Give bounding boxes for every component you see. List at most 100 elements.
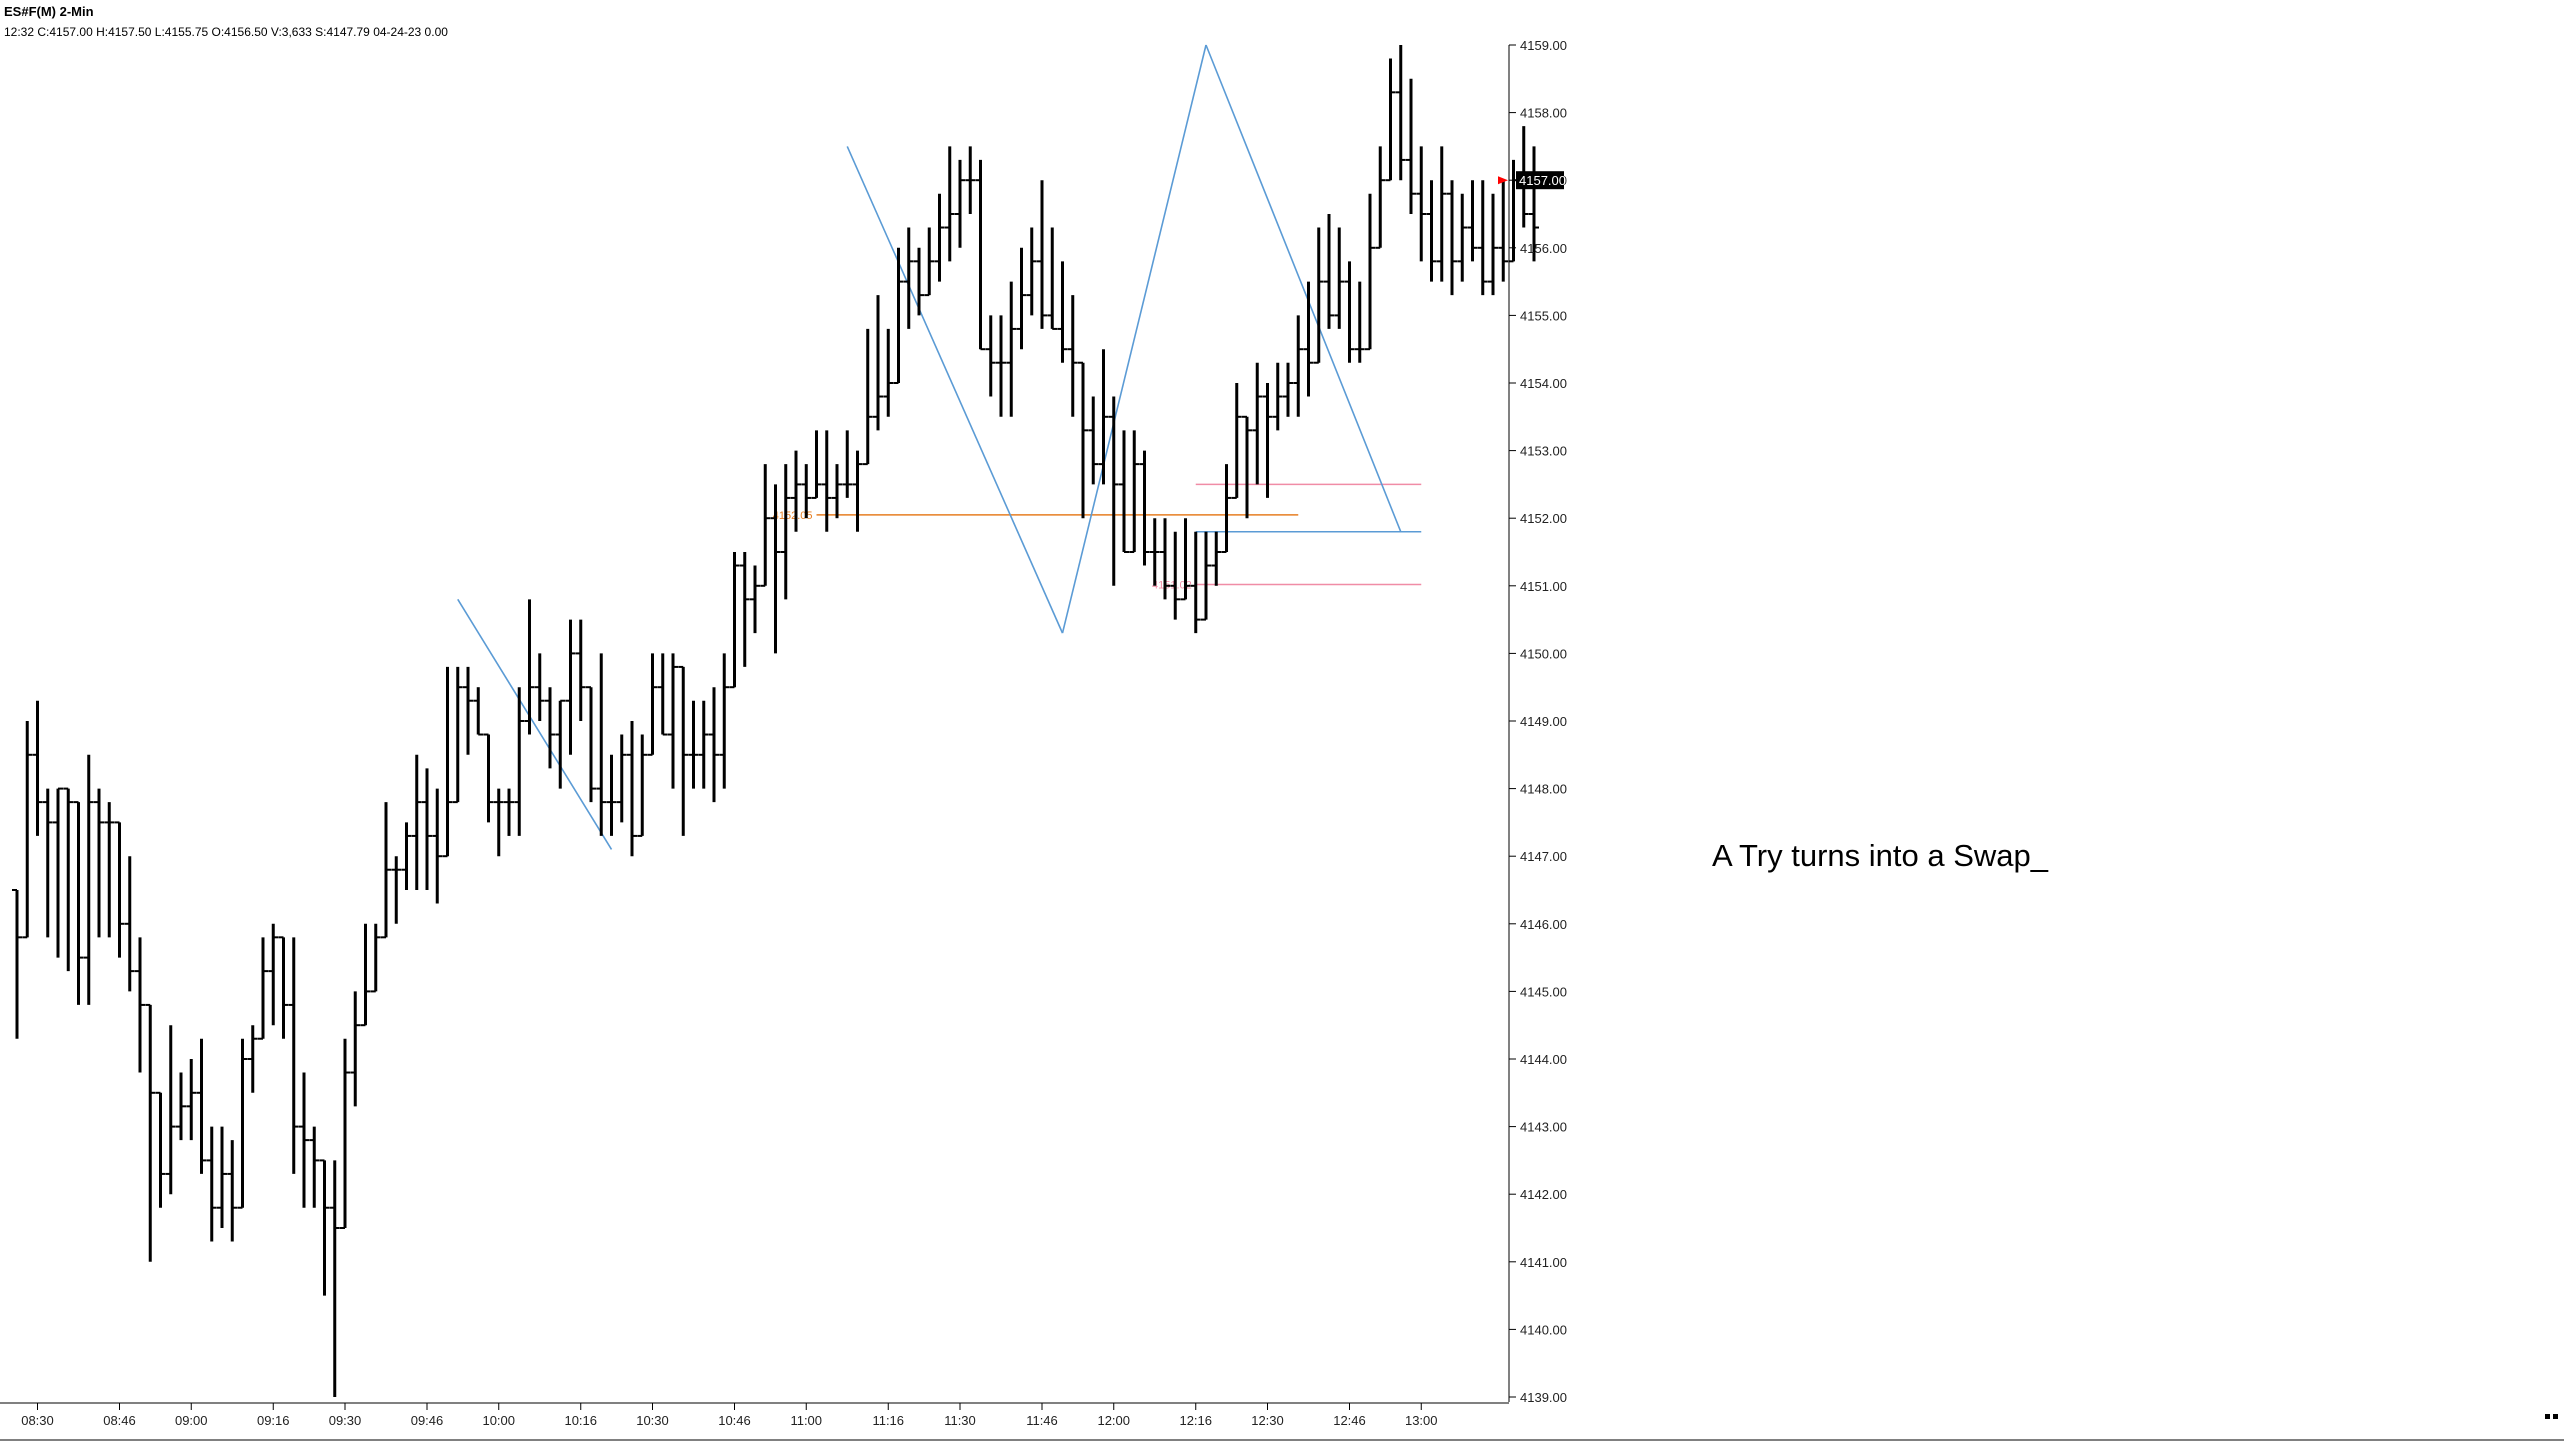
ohlc-bar: [1252, 362, 1263, 485]
corner-square-icon: [2545, 1414, 2550, 1419]
ohlc-bar: [606, 754, 617, 836]
time-tick-label: 10:00: [482, 1413, 515, 1428]
ohlc-bar: [483, 733, 494, 823]
time-tick-label: 12:16: [1179, 1413, 1212, 1428]
ohlc-bar: [862, 328, 873, 466]
ohlc-bar: [381, 802, 391, 939]
price-tick-label: 4141.00: [1520, 1255, 1567, 1270]
ohlc-bar: [1365, 193, 1375, 351]
ohlc-bar: [545, 687, 555, 769]
ohlc-bar: [1119, 430, 1129, 553]
ohlc-bar: [575, 619, 586, 721]
ohlc-bar: [668, 653, 678, 789]
ohlc-bar: [247, 1025, 258, 1093]
ohlc-bar: [104, 802, 115, 938]
ohlc-bar: [176, 1072, 186, 1141]
ohlc-bar: [760, 464, 771, 587]
ohlc-info: 12:32 C:4157.00 H:4157.50 L:4155.75 O:41…: [4, 25, 448, 39]
ohlc-bar: [473, 687, 484, 736]
ohlc-bar: [709, 687, 719, 803]
ohlc-bar: [1303, 281, 1314, 397]
ohlc-bar: [1190, 531, 1201, 634]
ohlc-bar: [1221, 464, 1232, 553]
ohlc-bar: [411, 754, 422, 890]
time-tick-label: 11:46: [1026, 1413, 1058, 1428]
ohlc-bar: [780, 464, 791, 600]
ohlc-bar: [42, 788, 53, 938]
ohlc-bar: [504, 788, 514, 836]
ohlc-bar: [319, 1159, 330, 1296]
ohlc-bar: [1037, 180, 1047, 329]
ohlc-bar: [309, 1126, 320, 1208]
time-tick-label: 09:30: [329, 1413, 362, 1428]
ohlc-bar: [442, 666, 453, 858]
ohlc-bar: [873, 295, 883, 431]
ohlc-bar: [1488, 193, 1498, 296]
ohlc-bar: [329, 1160, 340, 1397]
ohlc-bar: [124, 856, 135, 992]
ohlc-bar: [637, 734, 648, 837]
time-tick-label: 13:00: [1405, 1413, 1438, 1428]
trendline: [1061, 44, 1207, 634]
ohlc-bar: [391, 856, 402, 924]
ohlc-bar: [934, 193, 945, 282]
ohlc-bar: [145, 1003, 156, 1262]
price-tick-label: 4150.00: [1520, 646, 1567, 661]
corner-icon[interactable]: [2545, 1414, 2558, 1419]
trendlines-layer: [457, 44, 1402, 850]
ohlc-bar: [750, 565, 760, 634]
ohlc-bar: [524, 599, 535, 735]
last-price-arrow-icon: [1498, 176, 1508, 185]
ohlc-bar: [883, 328, 894, 417]
ohlc-bar: [63, 787, 74, 972]
ohlc-bar: [965, 146, 976, 214]
bars-layer: [12, 45, 1539, 1397]
ohlc-bar: [288, 937, 299, 1174]
ohlc-bar: [340, 1038, 350, 1229]
time-tick-label: 10:46: [718, 1413, 751, 1428]
ohlc-bar: [985, 315, 996, 397]
ohlc-bar: [114, 821, 125, 958]
price-tick-label: 4144.00: [1520, 1052, 1567, 1067]
time-tick-label: 08:46: [103, 1413, 136, 1428]
ohlc-bar: [832, 464, 842, 519]
time-tick-label: 11:16: [872, 1413, 904, 1428]
ohlc-bar: [1262, 383, 1273, 498]
ohlc-bar: [155, 1091, 166, 1208]
ohlc-bar: [1149, 518, 1160, 586]
ohlc-bar: [53, 787, 63, 958]
ohlc-bar: [1139, 450, 1150, 566]
ohlc-bar: [83, 754, 94, 1005]
ohlc-bar: [1180, 518, 1191, 601]
ohlc-bar: [32, 700, 43, 836]
ohlc-bar: [135, 937, 145, 1073]
ohlc-bar: [657, 653, 668, 736]
ohlc-bar: [165, 1025, 176, 1195]
ohlc-bar: [1426, 180, 1437, 282]
ohlc-bar: [1406, 78, 1416, 214]
ohlc-bar: [1160, 518, 1170, 600]
ohlc-bar: [565, 619, 576, 755]
ohlc-bar: [975, 159, 986, 351]
ohlc-bar: [739, 552, 750, 667]
ohlc-bar: [688, 700, 699, 789]
ohlc-bar: [1283, 362, 1293, 417]
ohlc-bar: [1170, 531, 1181, 620]
ohlc-bar: [1098, 349, 1109, 485]
ohlc-bar: [1385, 58, 1396, 182]
chart-annotation: A Try turns into a Swap_: [1712, 838, 2049, 873]
ohlc-bar: [432, 788, 443, 904]
ohlc-bar: [514, 687, 525, 836]
time-tick-label: 12:30: [1251, 1413, 1284, 1428]
ohlc-bar: [1477, 180, 1488, 296]
ohlc-bar: [1108, 396, 1119, 586]
trendline: [846, 146, 1064, 634]
ohlc-bar: [1088, 396, 1099, 485]
ohlc-bar: [596, 653, 607, 836]
ohlc-bar: [893, 247, 904, 384]
time-tick-label: 12:00: [1097, 1413, 1130, 1428]
ohlc-bar: [1272, 362, 1283, 431]
